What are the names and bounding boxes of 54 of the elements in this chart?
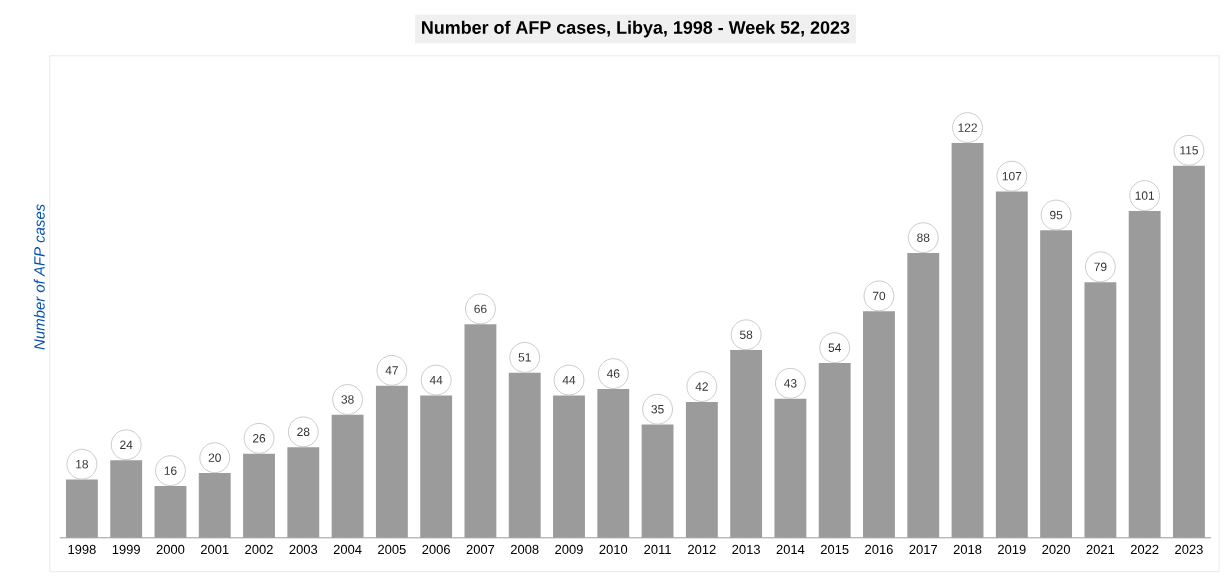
data-label: 101: [1135, 191, 1155, 201]
x-tick-label: 2017: [909, 545, 937, 555]
data-label: 107: [1002, 172, 1022, 181]
x-tick-label: 2002: [245, 545, 273, 555]
data-label: 38: [341, 395, 354, 404]
x-tick-label: 2001: [201, 545, 229, 555]
data-label: 26: [252, 434, 266, 443]
data-label: 46: [606, 369, 620, 379]
x-tick-label: 2023: [1175, 545, 1203, 555]
data-label: 95: [1050, 210, 1063, 220]
data-label: 47: [385, 366, 398, 375]
x-tick-label: 2000: [156, 545, 185, 555]
data-label: 66: [474, 304, 487, 314]
data-label: 24: [120, 440, 133, 450]
x-tick-label: 2015: [820, 545, 849, 555]
data-label: 44: [562, 376, 576, 385]
x-tick-label: 2009: [555, 545, 583, 555]
x-tick-label: 2011: [644, 545, 671, 555]
data-label: 35: [651, 405, 664, 414]
data-label: 44: [429, 376, 443, 385]
x-tick-label: 2003: [289, 545, 318, 555]
data-label: 70: [872, 291, 886, 301]
x-tick-label: 2022: [1130, 545, 1159, 555]
x-tick-label: 2007: [466, 545, 495, 555]
x-tick-label: 2004: [333, 545, 362, 555]
x-tick-label: 2006: [422, 545, 450, 555]
data-label: 28: [297, 427, 310, 437]
x-tick-label: 2008: [510, 545, 539, 555]
x-tick-label: 2013: [732, 545, 760, 555]
x-tick-label: 1999: [112, 545, 140, 555]
x-tick-label: 1998: [68, 545, 96, 555]
data-label: 54: [828, 343, 841, 353]
chart-title: Number of AFP cases, Libya, 1998 - Week 52, 2023: [422, 20, 850, 38]
x-tick-label: 2005: [378, 545, 406, 555]
x-tick-label: 2021: [1086, 545, 1115, 555]
data-label: 42: [695, 382, 708, 391]
data-label: 20: [208, 453, 221, 463]
x-tick-label: 2010: [599, 545, 628, 555]
data-label: 16: [164, 466, 177, 476]
x-tick-label: 2012: [688, 545, 716, 555]
x-tick-label: 2014: [776, 545, 805, 555]
data-label: 122: [958, 123, 977, 132]
data-label: 88: [917, 233, 930, 243]
data-label: 115: [1180, 146, 1198, 155]
y-axis-title: Number of AFP cases: [33, 204, 45, 350]
x-tick-label: 2016: [865, 545, 893, 555]
x-tick-label: 2019: [998, 545, 1026, 555]
data-label: 18: [76, 460, 89, 469]
x-tick-label: 2020: [1042, 545, 1070, 555]
data-label: 58: [739, 330, 753, 340]
data-label: 51: [518, 353, 531, 362]
data-label: 79: [1094, 262, 1107, 272]
data-label: 43: [784, 379, 797, 388]
x-tick-label: 2018: [953, 545, 982, 555]
